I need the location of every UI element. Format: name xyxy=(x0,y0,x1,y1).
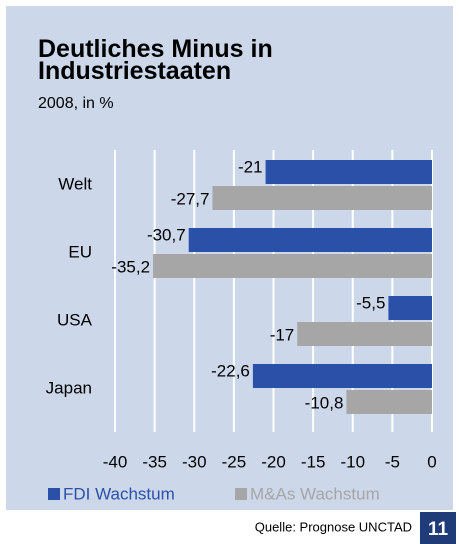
page-number: 11 xyxy=(428,519,449,540)
y-tick-label: EU xyxy=(68,242,92,261)
bar xyxy=(265,160,432,184)
value-label: -22,6 xyxy=(211,361,250,380)
x-tick-label: -25 xyxy=(222,452,247,471)
chart-title: Deutliches Minus in Industriestaaten xyxy=(38,35,273,85)
y-tick-label: Welt xyxy=(58,174,92,193)
y-tick-label: Japan xyxy=(46,378,92,397)
bar xyxy=(297,322,432,346)
page-number-box xyxy=(420,512,456,544)
x-tick-label: -30 xyxy=(182,452,207,471)
x-tick-label: -20 xyxy=(261,452,286,471)
subtitle: 2008, in % xyxy=(38,95,114,112)
bar xyxy=(188,228,432,252)
value-label: -5,5 xyxy=(356,293,385,312)
value-label: -35,2 xyxy=(111,257,150,276)
source: Quelle: Prognose UNCTAD xyxy=(255,519,412,534)
x-tick-label: -15 xyxy=(301,452,326,471)
y-tick-label: USA xyxy=(57,310,93,329)
bar xyxy=(346,390,432,414)
legend-swatch xyxy=(48,488,60,500)
x-tick-label: -40 xyxy=(103,452,128,471)
value-label: -30,7 xyxy=(147,225,186,244)
value-label: -17 xyxy=(270,325,295,344)
bar xyxy=(388,296,432,320)
bar xyxy=(153,254,433,278)
x-tick-label: -10 xyxy=(340,452,365,471)
value-label: -10,8 xyxy=(305,393,344,412)
x-tick-label: -35 xyxy=(142,452,167,471)
legend-label: FDI Wachstum xyxy=(63,484,175,503)
bar xyxy=(212,186,432,210)
x-tick-label: -5 xyxy=(385,452,400,471)
x-tick-label: 0 xyxy=(427,452,436,471)
legend-label: M&As Wachstum xyxy=(250,484,380,503)
legend-swatch xyxy=(235,488,247,500)
bar xyxy=(252,364,432,388)
value-label: -21 xyxy=(238,157,263,176)
value-label: -27,7 xyxy=(171,189,210,208)
